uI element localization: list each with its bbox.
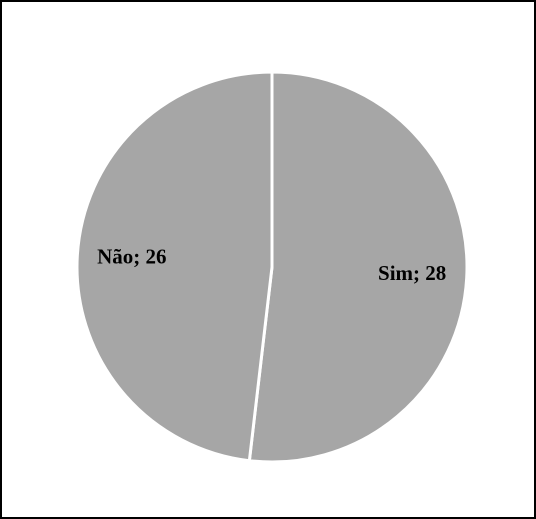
data-label: Não; 26 [97,245,166,269]
pie-slice [247,70,469,464]
pie-slice [75,70,274,463]
data-label: Sim; 28 [378,261,446,285]
